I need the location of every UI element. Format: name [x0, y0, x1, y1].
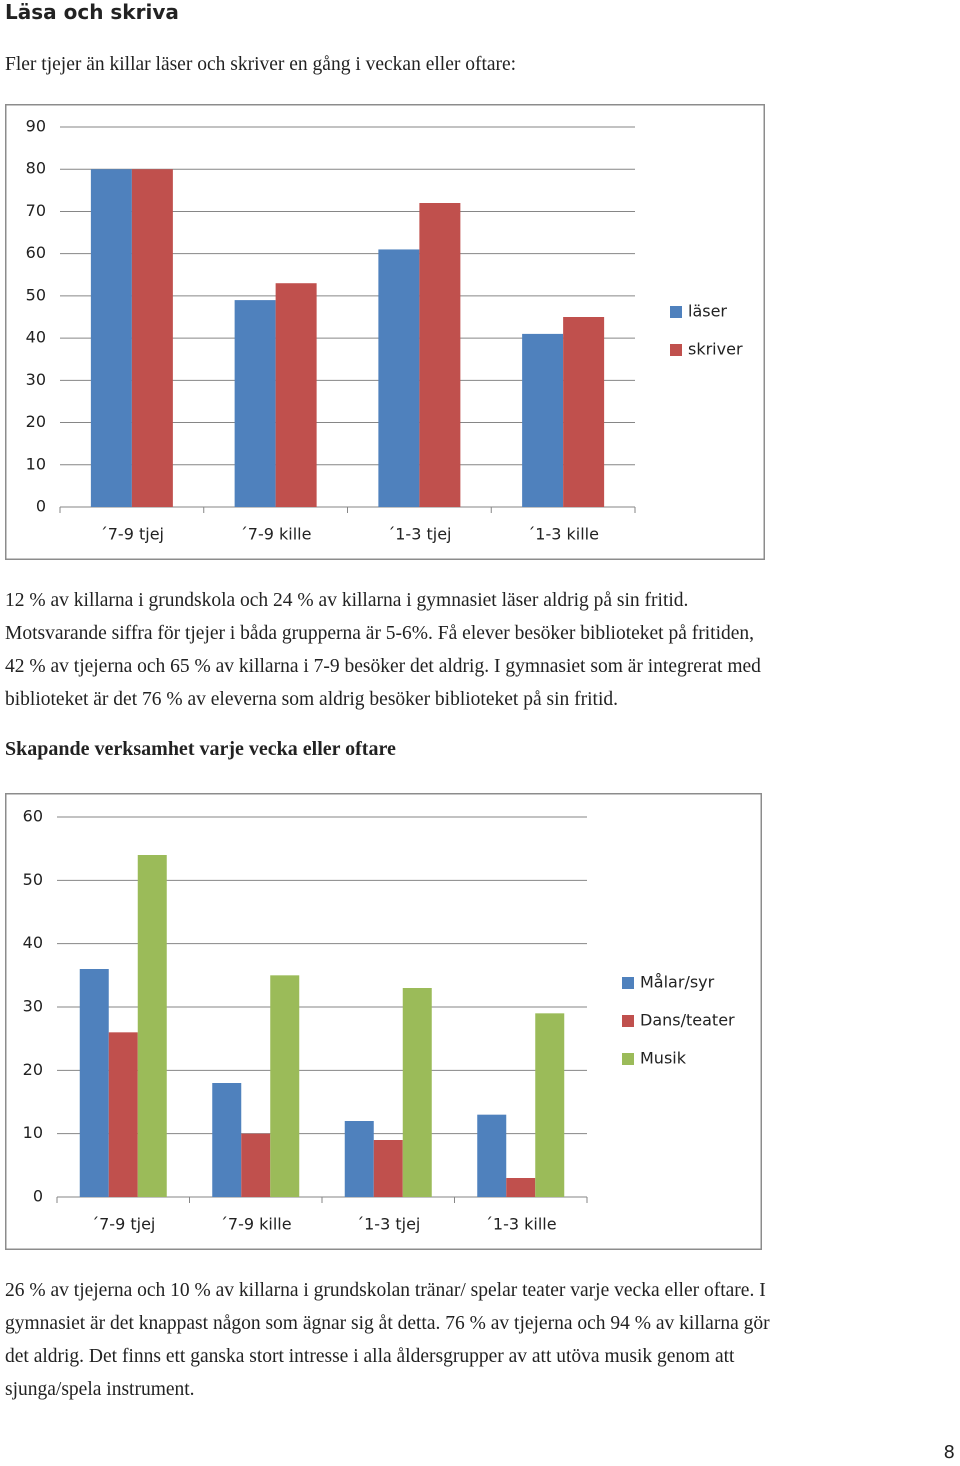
x-tick-label: ´1-3 tjej: [387, 525, 451, 544]
legend-swatch: [670, 344, 682, 356]
bar: [402, 988, 432, 1197]
bar: [563, 317, 605, 507]
bar: [506, 1178, 536, 1197]
bar: [234, 300, 276, 507]
bar: [79, 969, 109, 1197]
y-tick-label: 50: [26, 285, 46, 304]
y-tick-label: 30: [26, 370, 46, 389]
x-tick-label: ´1-3 tjej: [356, 1215, 420, 1234]
y-tick-label: 90: [26, 117, 46, 136]
y-tick-label: 70: [26, 201, 46, 220]
heading: Läsa och skriva: [5, 0, 179, 24]
text-line: det aldrig. Det finns ett ganska stort i…: [5, 1346, 735, 1367]
x-tick-label: ´7-9 tjej: [91, 1215, 155, 1234]
x-tick-label: ´1-3 kille: [527, 525, 599, 544]
bar: [90, 169, 132, 507]
bar: [378, 249, 420, 507]
y-tick-label: 40: [23, 933, 43, 952]
text-line: gymnasiet är det knappast någon som ägna…: [5, 1313, 770, 1334]
y-tick-label: 0: [36, 497, 46, 516]
legend-swatch: [622, 1015, 634, 1027]
text-line: sjunga/spela instrument.: [5, 1379, 195, 1400]
paragraph: 12 % av killarna i grundskola och 24 % a…: [5, 584, 761, 716]
y-tick-label: 40: [26, 328, 46, 347]
x-tick-label: ´7-9 tjej: [100, 525, 164, 544]
bar: [241, 1133, 271, 1197]
chart: 0 10 20 30 40 50 60 ´7-9 tjej ´7-9 kille ´1-3 tje…: [5, 793, 762, 1250]
text-line: 42 % av tjejerna och 65 % av killarna i …: [5, 656, 761, 677]
x-tick-label: ´1-3 kille: [485, 1215, 557, 1234]
legend-label: Dans/teater: [640, 1011, 735, 1030]
legend-label: skriver: [688, 340, 743, 359]
y-tick-label: 10: [26, 454, 46, 473]
x-tick-label: ´7-9 kille: [240, 525, 312, 544]
chart-border: [5, 104, 765, 560]
y-tick-label: 20: [23, 1060, 43, 1079]
bar: [477, 1114, 507, 1197]
page-number: 8: [943, 1442, 955, 1463]
text-line: 12 % av killarna i grundskola och 24 % a…: [5, 590, 689, 611]
y-tick-label: 0: [33, 1187, 43, 1206]
text-line: 26 % av tjejerna och 10 % av killarna i …: [5, 1280, 766, 1301]
bar: [373, 1140, 403, 1197]
legend-swatch: [622, 977, 634, 989]
text-line: biblioteket är det 76 % av eleverna som …: [5, 689, 618, 710]
bar: [131, 169, 173, 507]
paragraph: 26 % av tjejerna och 10 % av killarna i …: [5, 1274, 770, 1406]
y-tick-label: 60: [26, 243, 46, 262]
heading: Skapande verksamhet varje vecka eller of…: [5, 738, 396, 760]
y-tick-label: 20: [26, 412, 46, 431]
legend-swatch: [622, 1053, 634, 1065]
text-line: Motsvarande siffra för tjejer i båda gru…: [5, 623, 755, 644]
bar: [108, 1032, 138, 1197]
bar: [212, 1083, 242, 1197]
bar: [419, 203, 461, 507]
y-tick-label: 80: [26, 159, 46, 178]
y-tick-label: 30: [23, 997, 43, 1016]
bar: [522, 333, 564, 507]
legend-label: Musik: [640, 1049, 687, 1068]
y-tick-label: 10: [23, 1123, 43, 1142]
y-tick-label: 60: [23, 807, 43, 826]
bar: [535, 1013, 565, 1197]
legend-label: Målar/syr: [640, 973, 715, 992]
bar: [137, 855, 167, 1197]
legend-swatch: [670, 306, 682, 318]
bar: [270, 975, 300, 1197]
chart-border: [5, 793, 762, 1250]
bar: [344, 1121, 374, 1197]
legend-label: läser: [688, 302, 727, 321]
chart: 0 10 20 30 40 50 60 70 80 90 ´7-9 tjej ´7-9 kille ´1…: [5, 104, 765, 560]
bar: [275, 283, 317, 507]
intro: Fler tjejer än killar läser och skriver …: [5, 54, 517, 75]
y-tick-label: 50: [23, 870, 43, 889]
x-tick-label: ´7-9 kille: [220, 1215, 292, 1234]
